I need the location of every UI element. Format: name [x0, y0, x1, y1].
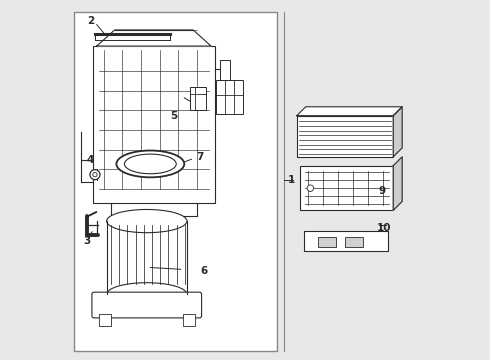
Text: 3: 3	[83, 236, 90, 246]
Bar	[345, 237, 363, 247]
FancyBboxPatch shape	[92, 292, 201, 318]
Text: 8: 8	[311, 127, 318, 137]
Ellipse shape	[107, 283, 187, 306]
Bar	[217, 80, 243, 114]
Bar	[297, 116, 393, 157]
Text: 9: 9	[379, 186, 386, 196]
Ellipse shape	[107, 210, 187, 233]
Polygon shape	[393, 157, 402, 210]
Polygon shape	[97, 30, 211, 46]
Bar	[304, 231, 388, 251]
Ellipse shape	[93, 172, 97, 177]
Bar	[220, 60, 230, 80]
Bar	[74, 12, 277, 351]
Bar	[190, 87, 206, 111]
Bar	[318, 237, 336, 247]
Ellipse shape	[117, 150, 184, 177]
Text: 5: 5	[170, 111, 177, 121]
Polygon shape	[393, 107, 402, 157]
Text: 4: 4	[87, 156, 95, 165]
Bar	[183, 314, 195, 326]
Ellipse shape	[307, 185, 314, 192]
Bar	[93, 46, 215, 203]
Text: 6: 6	[200, 266, 208, 276]
Text: 1: 1	[288, 175, 295, 185]
Ellipse shape	[124, 154, 176, 174]
Bar	[300, 166, 393, 210]
Bar	[99, 314, 111, 326]
Ellipse shape	[90, 170, 100, 180]
Polygon shape	[297, 107, 402, 116]
Text: 2: 2	[87, 16, 94, 26]
Text: 10: 10	[376, 223, 391, 233]
Text: 7: 7	[196, 152, 204, 162]
